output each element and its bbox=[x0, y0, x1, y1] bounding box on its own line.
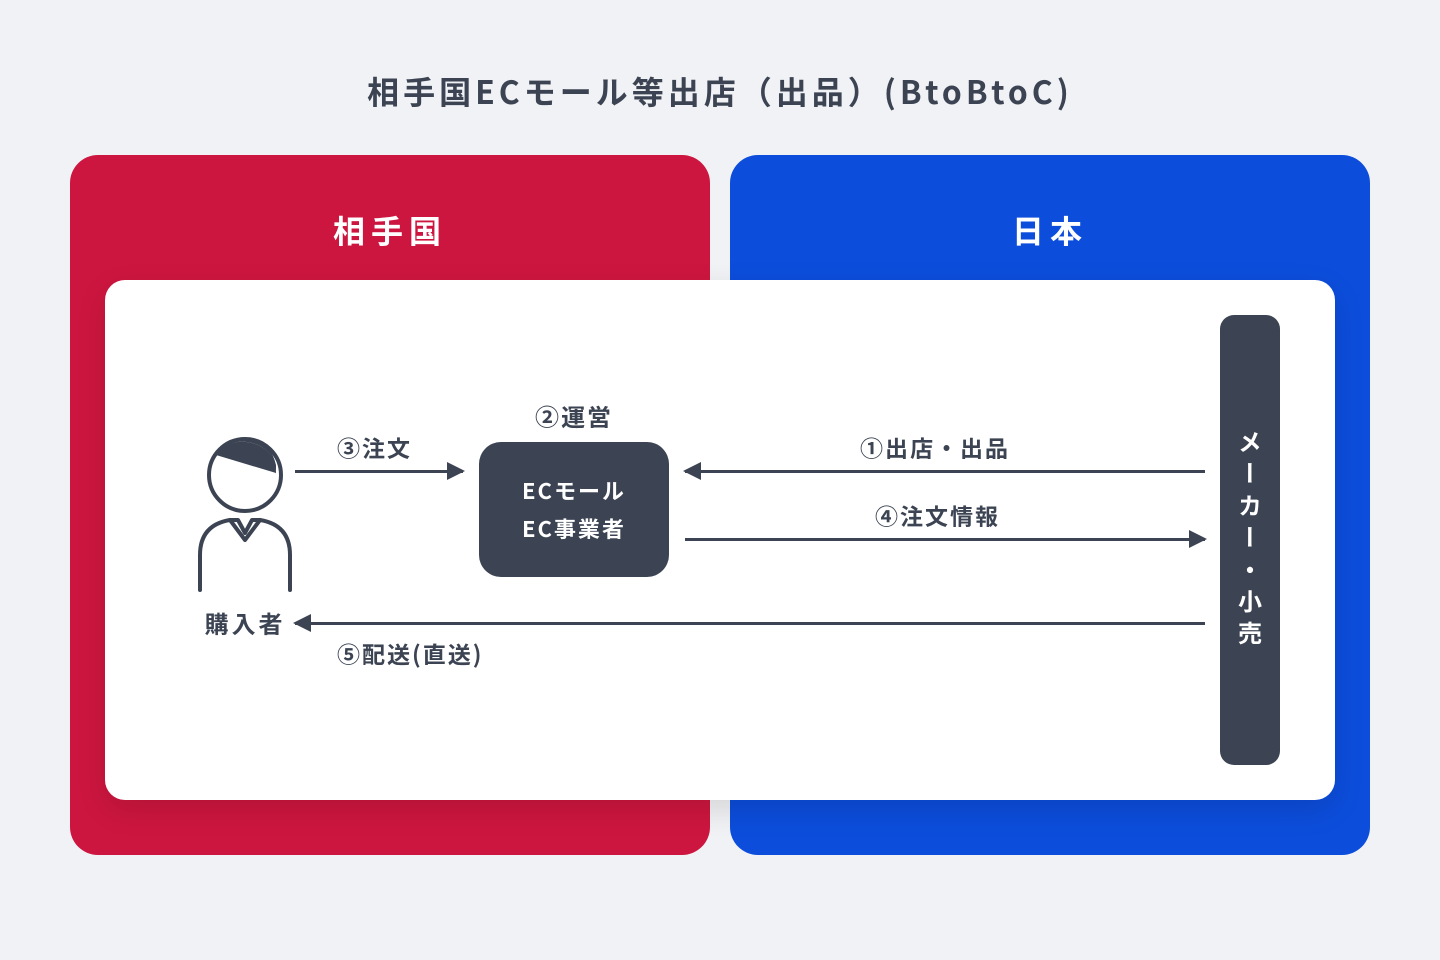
arrow-label-listing: ①出店・出品 bbox=[860, 430, 1010, 464]
buyer-icon bbox=[180, 425, 310, 595]
arrow-order bbox=[295, 470, 463, 473]
arrow-label-info: ④注文情報 bbox=[875, 498, 1000, 532]
ecmall-node: ECモール EC事業者 bbox=[479, 442, 669, 577]
arrow-label-ship: ⑤配送(直送) bbox=[337, 636, 483, 670]
arrow-label-order: ③注文 bbox=[337, 430, 412, 464]
ecmall-line1: ECモール bbox=[522, 472, 626, 509]
panel-right-title: 日本 bbox=[730, 155, 1370, 253]
maker-node: メーカー・小売 bbox=[1220, 315, 1280, 765]
arrow-ship bbox=[295, 622, 1205, 625]
maker-label: メーカー・小売 bbox=[1233, 428, 1268, 652]
center-top-label: ②運営 bbox=[479, 398, 669, 433]
arrow-listing bbox=[685, 470, 1205, 473]
buyer-node: 購入者 bbox=[160, 425, 330, 640]
arrow-info bbox=[685, 538, 1205, 541]
panel-left-title: 相手国 bbox=[70, 155, 710, 253]
ecmall-line2: EC事業者 bbox=[522, 510, 626, 547]
diagram-inner: 購入者 ②運営 ECモール EC事業者 メーカー・小売 ③注文 ①出店・出品 ④注文… bbox=[105, 280, 1335, 800]
diagram-title: 相手国ECモール等出店（出品）(BtoBtoC) bbox=[0, 0, 1440, 114]
